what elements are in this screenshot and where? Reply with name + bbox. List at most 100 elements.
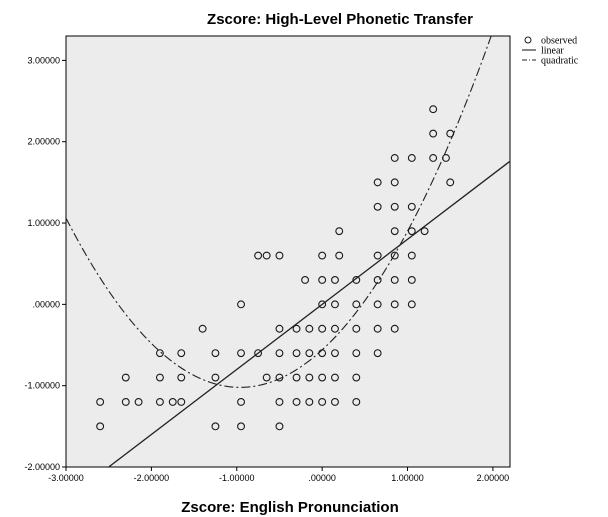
observed-point [331, 397, 339, 406]
observed-point [407, 300, 416, 309]
plot-area [65, 35, 511, 468]
observed-point [429, 154, 438, 162]
chart-title: Zscore: High-Level Phonetic Transfer [207, 11, 473, 28]
observed-point [373, 251, 382, 260]
observed-point [155, 349, 164, 358]
x-axis: -3.00000 -2.00000 -1.00000 .00000 1.00000 2.0… [48, 467, 509, 483]
observed-point [211, 373, 220, 382]
observed-point [155, 373, 164, 382]
observed-point [318, 397, 327, 406]
observed-point [373, 202, 382, 211]
observed-point [331, 300, 339, 309]
observed-point [275, 373, 284, 382]
observed-point [275, 397, 284, 406]
observed-point [390, 154, 399, 162]
observed-point [352, 349, 361, 358]
observed-point [275, 324, 284, 333]
observed-point [318, 276, 327, 284]
observed-point [305, 349, 314, 358]
observed-point [305, 373, 314, 382]
legend-quadratic-label: quadratic [541, 56, 579, 67]
x-axis-label: Zscore: English Pronunciation [181, 499, 399, 516]
observed-point [331, 373, 339, 382]
observed-point [292, 324, 301, 333]
observed-point [177, 397, 186, 406]
observed-point [446, 129, 455, 138]
observed-point [237, 422, 245, 431]
quadratic-fit-curve [66, 36, 492, 388]
observed-point [318, 349, 327, 358]
x-tick-label: 2.00000 [477, 473, 510, 483]
observed-point [429, 105, 438, 114]
observed-point [96, 397, 105, 406]
observed-point [352, 373, 361, 382]
observed-point [121, 397, 130, 406]
observed-point [335, 251, 344, 260]
observed-point [373, 300, 382, 309]
observed-point [134, 397, 143, 406]
y-tick-label: 3.00000 [27, 55, 60, 65]
observed-point [390, 324, 399, 333]
y-axis: -2.00000 -1.00000 .00000 1.00000 2.00000 3.00… [24, 55, 66, 472]
y-tick-label: .00000 [32, 299, 60, 309]
x-tick-label: -2.00000 [134, 473, 170, 483]
observed-point [168, 397, 177, 406]
observed-point [407, 154, 416, 162]
observed-point [275, 349, 284, 358]
observed-point [352, 324, 361, 333]
observed-point [177, 373, 186, 382]
observed-point [429, 129, 438, 138]
observed-point [442, 154, 450, 162]
y-tick-label: 1.00000 [27, 218, 60, 228]
observed-point [211, 349, 220, 358]
observed-point [292, 397, 301, 406]
legend-observed-label: observed [541, 36, 577, 47]
observed-point [237, 349, 245, 358]
observed-point [237, 397, 245, 406]
observed-point [390, 300, 399, 309]
observed-point [318, 324, 327, 333]
observed-point [420, 227, 429, 236]
observed-point [292, 373, 301, 382]
legend-observed-symbol [524, 36, 532, 44]
observed-point [275, 422, 284, 431]
observed-point [262, 373, 271, 382]
x-tick-label: -1.00000 [219, 473, 255, 483]
observed-point [373, 276, 382, 284]
observed-point [318, 373, 327, 382]
observed-point [301, 276, 310, 284]
observed-point [198, 324, 207, 333]
observed-point [121, 373, 130, 382]
observed-point [262, 251, 271, 260]
observed-point [352, 300, 361, 309]
observed-point [446, 178, 455, 187]
observed-point [352, 397, 361, 406]
observed-points [96, 105, 455, 431]
linear-fit-line [107, 160, 510, 467]
y-tick-label: -1.00000 [24, 381, 60, 391]
observed-point [373, 324, 382, 333]
observed-point [275, 251, 284, 260]
observed-point [390, 227, 399, 236]
observed-point [373, 349, 382, 358]
x-tick-label: 1.00000 [391, 473, 424, 483]
observed-point [292, 349, 301, 358]
observed-point [155, 397, 164, 406]
y-tick-label: 2.00000 [27, 137, 60, 147]
observed-point [318, 300, 327, 309]
observed-point [335, 227, 344, 236]
observed-point [407, 276, 416, 284]
observed-point [390, 202, 399, 211]
observed-point [407, 227, 416, 236]
observed-point [211, 422, 220, 431]
observed-point [318, 251, 327, 260]
fit-lines [66, 36, 510, 467]
observed-point [254, 349, 263, 358]
observed-point [373, 178, 382, 187]
observed-point [407, 251, 416, 260]
observed-point [352, 276, 361, 284]
observed-point [390, 276, 399, 284]
observed-point [390, 251, 399, 260]
